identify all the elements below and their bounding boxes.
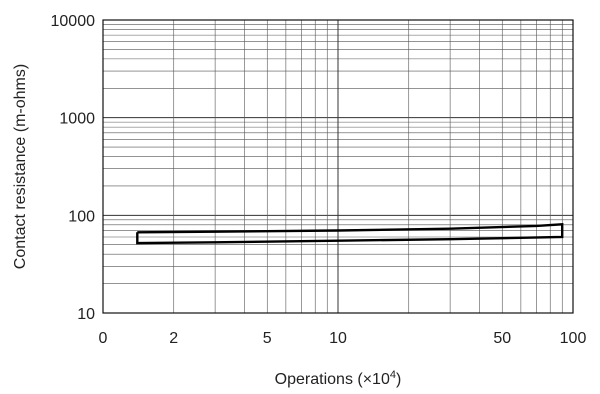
x-tick-label: 50 (493, 330, 511, 347)
x-axis-title-sup: 4 (390, 369, 396, 381)
plot-frame (102, 19, 574, 314)
grid-layer (102, 20, 573, 314)
series-line (136, 223, 564, 245)
y-tick-label: 100 (68, 208, 95, 225)
series-layer (136, 223, 564, 245)
x-tick-label: 2 (169, 330, 178, 347)
x-tick-label: 5 (263, 330, 272, 347)
x-axis-title-main: Operations (×10 (275, 371, 390, 388)
y-tick-labels: 10 100 1000 10000 (51, 13, 96, 323)
y-tick-label: 1000 (59, 111, 95, 128)
y-axis-title: Contact resistance (m-ohms) (12, 64, 29, 269)
x-tick-label: 0 (99, 330, 108, 347)
y-tick-label: 10000 (51, 13, 96, 30)
x-tick-labels: 0 2 5 10 50 100 (99, 330, 587, 347)
x-axis-title-close: ) (396, 371, 401, 388)
x-tick-label: 10 (329, 330, 347, 347)
x-tick-label: 100 (560, 330, 587, 347)
x-axis-title: Operations (×104) (275, 369, 402, 388)
y-tick-label: 10 (77, 306, 95, 323)
